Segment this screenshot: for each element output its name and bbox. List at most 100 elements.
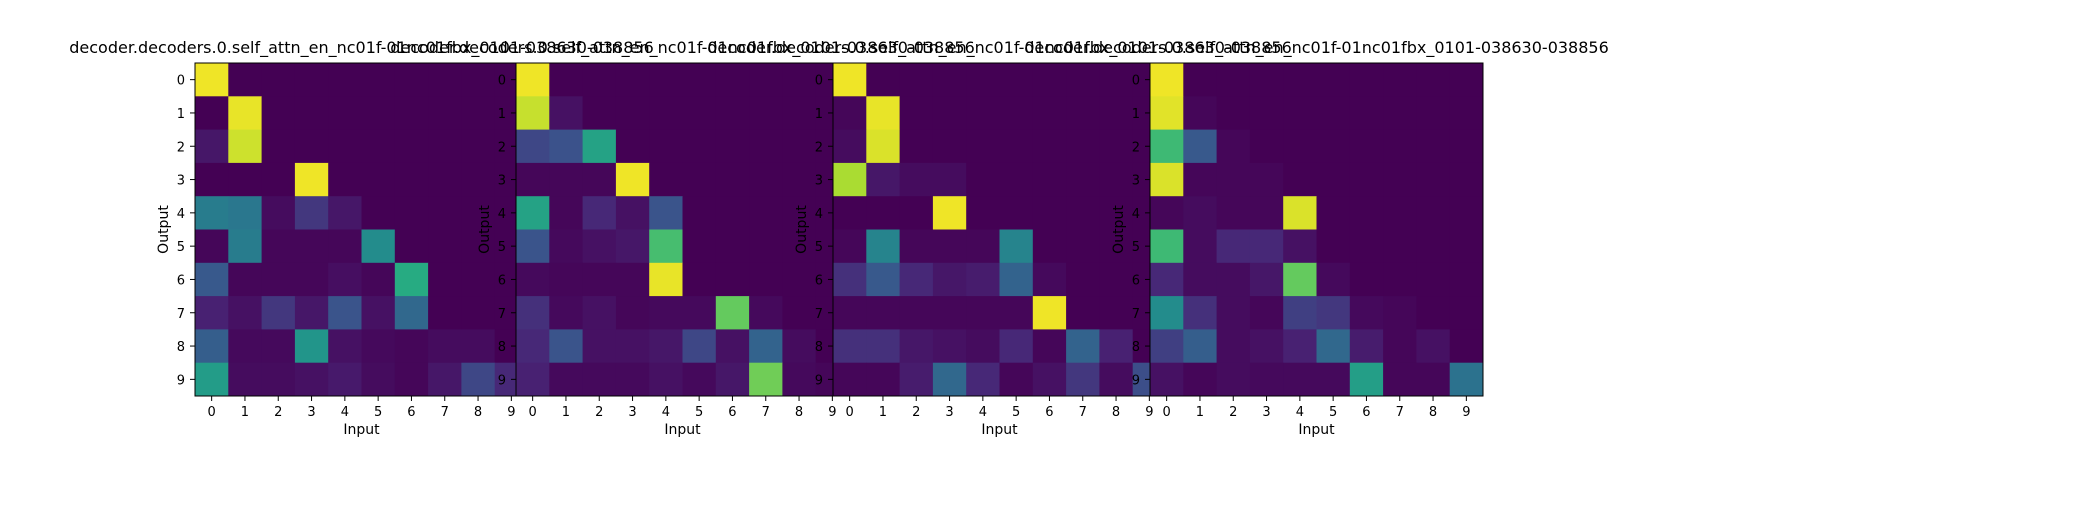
heatmap-cell <box>1249 229 1284 264</box>
heatmap-cell <box>782 229 817 264</box>
chart-title: decoder.decoders.0.self_attn_en_nc01f-01… <box>1024 38 1609 58</box>
heatmap-cell <box>1316 96 1351 130</box>
heatmap-cell <box>999 129 1034 164</box>
heatmap-cell <box>749 129 783 164</box>
heatmap-cell <box>615 196 650 230</box>
heatmap-cell <box>516 296 550 330</box>
y-tick-label: 7 <box>815 307 823 322</box>
heatmap-cell <box>1066 362 1100 397</box>
heatmap-cell <box>932 63 967 97</box>
heatmap-cell <box>428 229 462 264</box>
y-tick-label: 1 <box>177 107 185 122</box>
heatmap-cell <box>1099 196 1134 230</box>
heatmap-cell <box>749 229 783 264</box>
y-tick-label: 6 <box>1132 273 1140 288</box>
y-tick-label: 7 <box>498 307 506 322</box>
heatmap-cell <box>1349 162 1384 197</box>
heatmap-cell <box>966 262 1000 297</box>
heatmap-cell <box>428 296 462 330</box>
heatmap-cell <box>195 362 229 397</box>
heatmap-cell <box>833 362 867 397</box>
heatmap-cell <box>1449 96 1484 130</box>
y-tick-label: 1 <box>815 107 823 122</box>
heatmap-cell <box>1416 63 1451 97</box>
heatmap-cell <box>1150 162 1184 197</box>
heatmap-cell <box>516 262 550 297</box>
heatmap-cell <box>195 329 229 364</box>
heatmap-cell <box>516 129 550 164</box>
heatmap-cell <box>1150 129 1184 164</box>
heatmap-cell <box>1032 362 1067 397</box>
y-tick-label: 2 <box>1132 140 1140 155</box>
heatmap-cell <box>999 196 1034 230</box>
heatmap-cell <box>1316 296 1351 330</box>
heatmap-cell <box>649 196 683 230</box>
heatmap-cell <box>899 162 934 197</box>
heatmap-cell <box>1283 63 1317 97</box>
heatmap-cell <box>361 229 396 264</box>
heatmap-cell <box>1150 296 1184 330</box>
heatmap-cell <box>866 229 900 264</box>
heatmap-cell <box>328 162 362 197</box>
heatmap-cell <box>394 96 429 130</box>
heatmap-cell <box>866 129 900 164</box>
heatmap-cell <box>516 63 550 97</box>
heatmap-cell <box>328 229 362 264</box>
heatmap-cell <box>899 196 934 230</box>
y-tick-label: 3 <box>815 174 823 189</box>
heatmap-cell <box>516 229 550 264</box>
heatmap-cell <box>328 362 362 397</box>
heatmap-cell <box>682 63 717 97</box>
heatmap-cell <box>1316 362 1351 397</box>
heatmap-cell <box>1216 362 1251 397</box>
x-tick-label: 6 <box>407 405 415 420</box>
x-tick-label: 9 <box>507 405 515 420</box>
heatmap-cell <box>899 362 934 397</box>
x-tick-label: 3 <box>1262 405 1270 420</box>
y-tick-label: 9 <box>177 373 185 388</box>
heatmap-cell <box>1449 162 1484 197</box>
heatmap-cell <box>833 63 867 97</box>
x-tick-label: 5 <box>1329 405 1337 420</box>
y-axis-label: Output <box>1111 205 1127 254</box>
heatmap-cell <box>1099 162 1134 197</box>
heatmap-cell <box>1150 63 1184 97</box>
y-tick-label: 8 <box>177 340 185 355</box>
heatmap-cell <box>966 329 1000 364</box>
x-tick-label: 5 <box>695 405 703 420</box>
heatmap-cell <box>1449 63 1484 97</box>
heatmap-cell <box>966 129 1000 164</box>
x-tick-label: 4 <box>662 405 670 420</box>
heatmap-cell <box>1349 63 1384 97</box>
heatmap-cell <box>1099 262 1134 297</box>
y-tick-label: 4 <box>1132 207 1140 222</box>
heatmap-cell <box>833 162 867 197</box>
heatmap-cell <box>261 329 296 364</box>
heatmap-cell <box>1150 329 1184 364</box>
x-tick-label: 4 <box>979 405 987 420</box>
heatmap-cell <box>615 362 650 397</box>
y-tick-label: 2 <box>177 140 185 155</box>
heatmap-cell <box>1216 296 1251 330</box>
heatmap-cell <box>394 162 429 197</box>
y-tick-label: 3 <box>177 174 185 189</box>
heatmap-cell <box>294 262 329 297</box>
heatmap-cell <box>749 262 783 297</box>
heatmap-cell <box>228 162 262 197</box>
y-tick-label: 1 <box>498 107 506 122</box>
heatmap-cell <box>294 129 329 164</box>
heatmap-cell <box>999 296 1034 330</box>
heatmap-cell <box>428 96 462 130</box>
heatmap-cell <box>899 329 934 364</box>
y-tick-label: 0 <box>498 74 506 89</box>
heatmap-cell <box>649 129 683 164</box>
x-tick-label: 8 <box>474 405 482 420</box>
heatmap-cell <box>1099 96 1134 130</box>
heatmap-cell <box>549 196 583 230</box>
x-tick-label: 9 <box>828 405 836 420</box>
heatmap-cell <box>195 96 229 130</box>
heatmap-cell <box>1066 229 1100 264</box>
heatmap-cell <box>1416 129 1451 164</box>
heatmap-cell <box>1449 129 1484 164</box>
heatmap-cell <box>1216 162 1251 197</box>
